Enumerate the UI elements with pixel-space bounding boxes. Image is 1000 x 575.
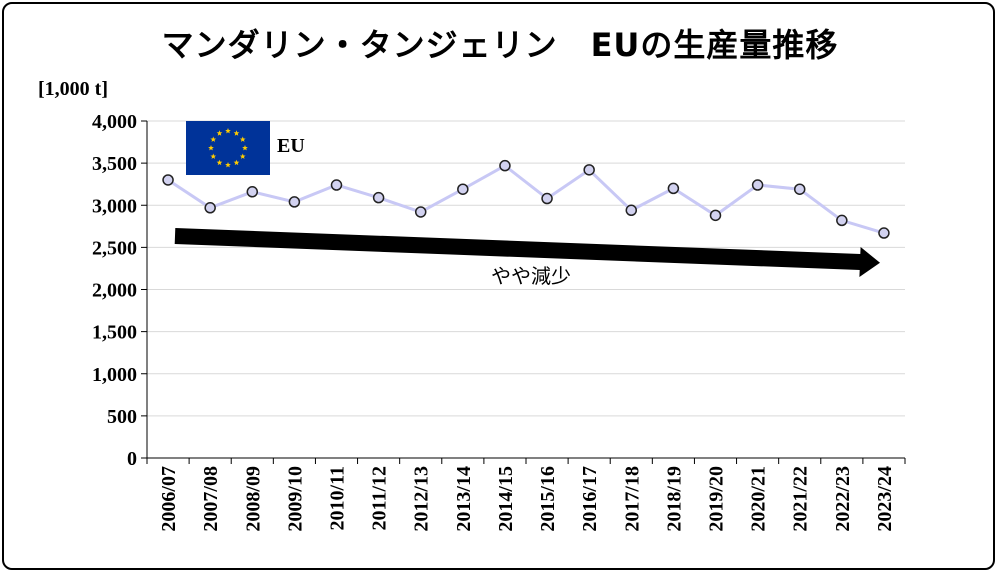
y-tick-label: 0 [127,448,137,470]
data-point [499,159,511,172]
x-tick-label: 2008/09 [242,466,264,532]
trend-arrow [174,228,880,277]
x-tick-label: 2016/17 [579,466,601,532]
x-tick-label: 2013/14 [453,466,475,532]
x-tick-label: 2019/20 [706,466,728,532]
y-tick-label: 2,500 [92,237,137,259]
series-eu [162,159,890,239]
trend-label: やや減少 [491,264,571,288]
x-tick-label: 2018/19 [663,466,685,532]
flag-star-icon [208,145,214,151]
y-tick-label: 3,000 [92,195,137,217]
x-tick-label: 2015/16 [537,466,559,532]
data-point [330,179,343,191]
data-point [878,227,890,239]
flag-star-icon [239,153,246,159]
flag-star-icon [210,136,217,142]
flag-star-icon [233,130,240,136]
data-point [793,183,806,195]
data-point [625,204,638,217]
data-point [246,186,259,198]
chart-title: マンダリン・タンジェリン EUの生産量推移 [161,26,839,64]
data-point [583,164,595,176]
data-point [541,192,553,205]
y-axis-ticks: 0 500 1,000 1,500 2,000 2,500 3,000 3,500 4,000 [92,111,147,470]
flag-star-icon [242,145,248,151]
y-tick-label: 3,500 [92,153,137,175]
data-point [204,202,216,214]
data-point [372,191,385,204]
flag-star-icon [210,153,217,159]
y-axis-unit-label: [1,000 t] [38,78,108,100]
x-tick-label: 2020/21 [748,466,770,532]
y-tick-label: 1,000 [92,364,137,386]
y-tick-label: 500 [107,406,137,428]
x-tick-label: 2014/15 [495,466,517,532]
y-tick-label: 1,500 [92,322,137,344]
data-point [709,209,722,222]
data-point [162,174,174,186]
data-point [288,196,301,208]
y-tick-label: 2,000 [92,280,137,302]
trend-annotation: やや減少 [174,228,880,288]
flag-star-icon [233,159,240,166]
x-tick-label: 2011/12 [369,466,391,530]
x-tick-label: 2009/10 [284,466,306,532]
flag-star-icon [225,162,231,168]
data-point [414,206,427,218]
x-tick-label: 2012/13 [411,466,433,532]
x-tick-label: 2021/22 [790,466,812,532]
data-point [667,182,680,195]
x-axis-ticks: 2006/07 2007/08 2008/09 2009/10 2010/11 2011/… [146,458,906,532]
x-tick-label: 2022/23 [832,466,854,532]
flag-star-icon [225,128,231,134]
data-point [751,179,764,191]
x-tick-label: 2023/24 [874,466,896,532]
x-tick-label: 2010/11 [327,466,349,530]
flag-star-icon [216,130,223,136]
x-tick-label: 2006/07 [158,466,180,532]
x-tick-label: 2007/08 [200,466,222,532]
legend: EU [186,121,305,175]
series-line [167,163,885,235]
legend-label: EU [277,135,305,157]
data-point [457,183,469,195]
data-point [836,214,848,227]
x-tick-label: 2017/18 [621,466,643,532]
y-tick-label: 4,000 [92,111,137,133]
flag-star-icon [239,136,246,142]
flag-star-icon [216,159,223,166]
